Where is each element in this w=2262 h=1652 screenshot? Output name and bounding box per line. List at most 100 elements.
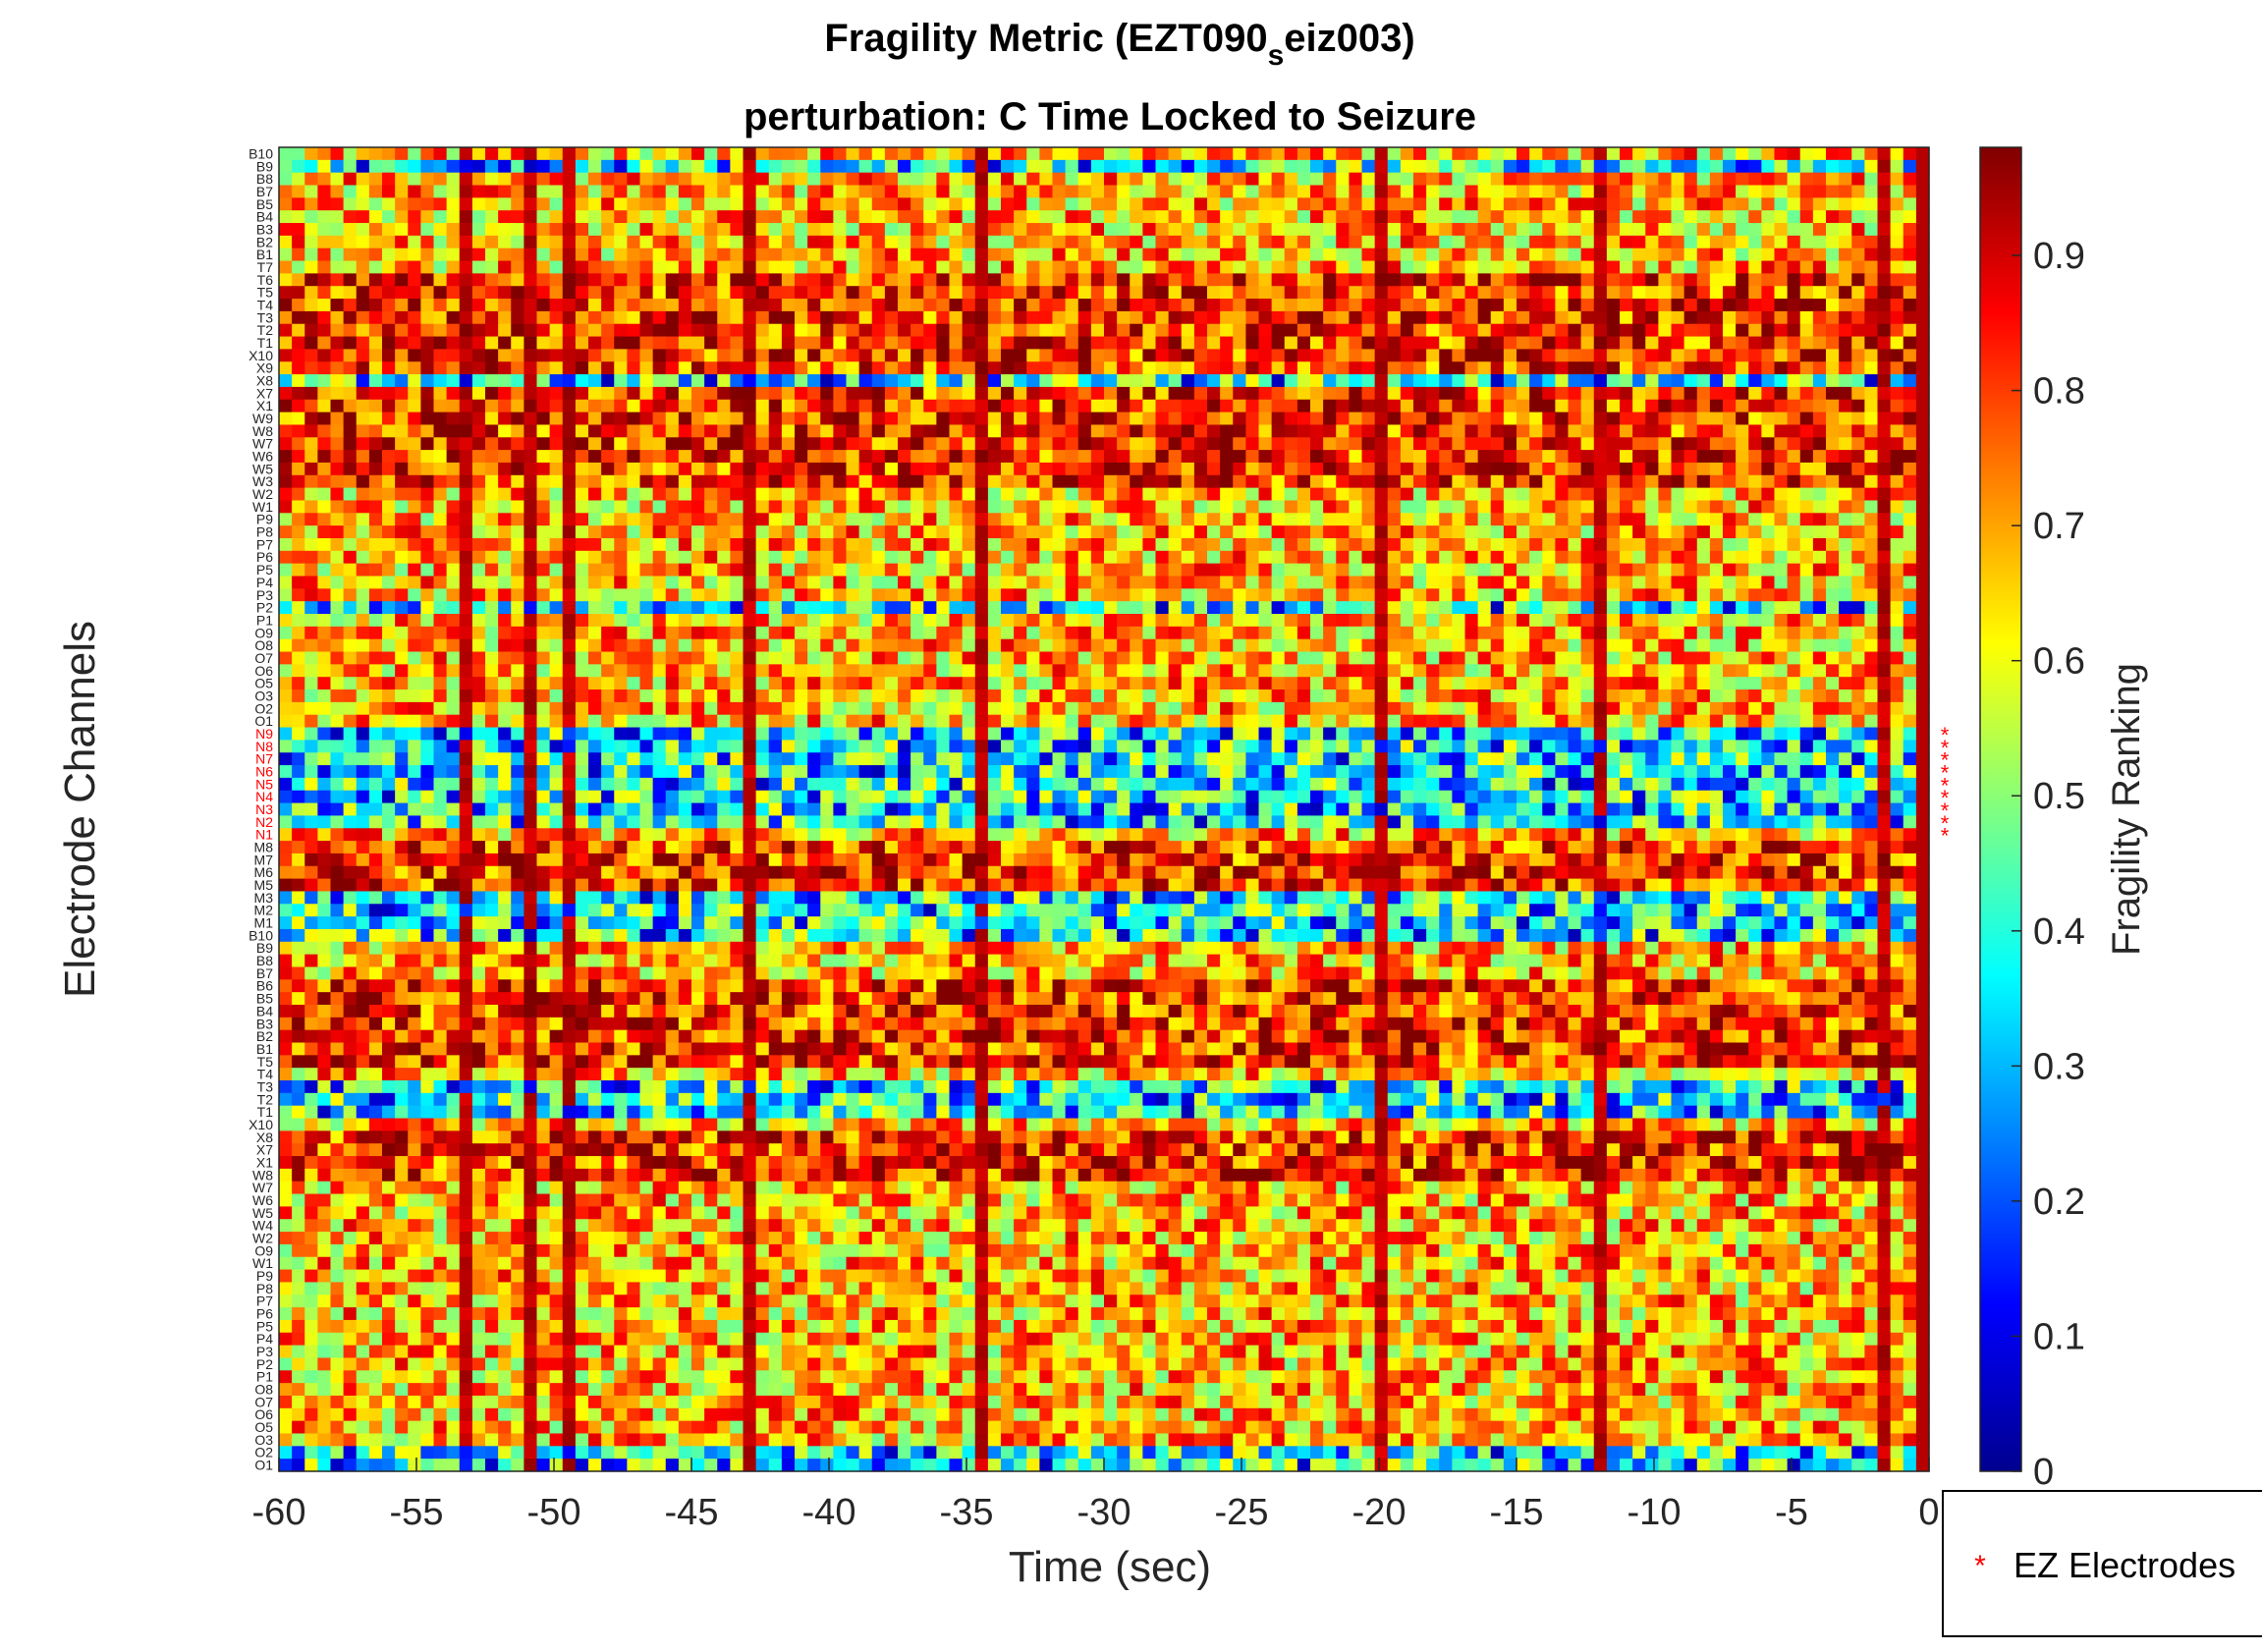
heatmap-cell <box>459 525 473 539</box>
heatmap-cell <box>898 248 911 262</box>
heatmap-cell <box>807 286 821 300</box>
heatmap-cell <box>1683 513 1698 526</box>
heatmap-cell <box>1361 361 1376 375</box>
heatmap-cell <box>1890 248 1904 262</box>
heatmap-cell <box>820 310 834 325</box>
heatmap-cell <box>614 310 628 325</box>
heatmap-cell <box>1709 185 1724 198</box>
heatmap-cell <box>987 159 1002 174</box>
heatmap-cell <box>1517 248 1530 262</box>
heatmap-cell <box>1620 361 1633 375</box>
heatmap-cell <box>1026 399 1040 413</box>
heatmap-cell <box>1155 386 1170 401</box>
heatmap-cell <box>1503 172 1517 187</box>
heatmap-cell <box>1387 450 1402 464</box>
heatmap-cell <box>1233 210 1246 224</box>
heatmap-cell <box>317 500 332 514</box>
heatmap-cell <box>1915 286 1930 300</box>
chart-subtitle: perturbation: C Time Locked to Seizure <box>744 95 1476 138</box>
heatmap-cell <box>1297 500 1311 514</box>
heatmap-cell <box>1026 563 1040 578</box>
heatmap-cell <box>652 614 667 628</box>
heatmap-cell <box>1774 450 1789 464</box>
heatmap-cell <box>1193 336 1208 351</box>
heatmap-cell <box>1645 537 1659 552</box>
heatmap-cell <box>1336 147 1350 161</box>
heatmap-cell <box>1207 386 1221 401</box>
heatmap-cell <box>627 374 641 388</box>
heatmap-cell <box>1568 248 1582 262</box>
heatmap-cell <box>382 412 396 426</box>
heatmap-cell <box>1799 513 1814 526</box>
heatmap-cell <box>317 601 332 615</box>
heatmap-cell <box>1284 588 1298 602</box>
heatmap-cell <box>471 185 486 198</box>
heatmap-cell <box>459 197 473 211</box>
heatmap-cell <box>639 374 654 388</box>
heatmap-cell <box>1812 537 1827 552</box>
heatmap-cell <box>898 159 911 174</box>
heatmap-cell <box>691 248 705 262</box>
heatmap-cell <box>1361 374 1376 388</box>
heatmap-cell <box>1490 588 1505 602</box>
heatmap-cell <box>1001 412 1015 426</box>
heatmap-cell <box>1851 361 1865 375</box>
heatmap-cell <box>1245 513 1260 526</box>
heatmap-cell <box>1683 310 1698 325</box>
heatmap-cell <box>1220 172 1234 187</box>
heatmap-cell <box>1181 260 1195 274</box>
heatmap-cell <box>498 310 512 325</box>
heatmap-cell <box>304 487 318 502</box>
heatmap-cell <box>1104 500 1118 514</box>
heatmap-cell <box>343 386 358 401</box>
heatmap-cell <box>898 336 911 351</box>
heatmap-cell <box>1323 537 1337 552</box>
heatmap-cell <box>1890 374 1904 388</box>
heatmap-cell <box>1271 159 1286 174</box>
heatmap-cell <box>292 235 305 249</box>
heatmap-cell <box>1542 614 1556 628</box>
heatmap-cell <box>1864 310 1879 325</box>
heatmap-cell <box>858 412 873 426</box>
heatmap-cell <box>781 197 796 211</box>
heatmap-cell <box>368 349 383 362</box>
heatmap-cell <box>1220 349 1234 362</box>
heatmap-cell <box>1323 172 1337 187</box>
heatmap-cell <box>962 223 976 237</box>
heatmap-cell <box>1245 374 1260 388</box>
heatmap-cell <box>974 210 989 224</box>
heatmap-cell <box>1233 525 1246 539</box>
heatmap-cell <box>1168 361 1183 375</box>
heatmap-cell <box>1748 310 1762 325</box>
heatmap-cell <box>395 310 409 325</box>
heatmap-cell <box>652 299 667 312</box>
heatmap-cell <box>1336 159 1350 174</box>
heatmap-cell <box>1864 474 1879 489</box>
heatmap-cell <box>614 159 628 174</box>
heatmap-cell <box>1323 576 1337 589</box>
heatmap-cell <box>1580 537 1595 552</box>
heatmap-cell <box>1258 223 1273 237</box>
heatmap-cell <box>1271 474 1286 489</box>
heatmap-cell <box>1452 299 1466 312</box>
heatmap-cell <box>1517 487 1530 502</box>
heatmap-cell <box>1593 537 1608 552</box>
heatmap-cell <box>524 399 538 413</box>
heatmap-cell <box>1413 500 1427 514</box>
heatmap-cell <box>884 437 899 451</box>
heatmap-cell <box>1671 336 1685 351</box>
heatmap-cell <box>1671 210 1685 224</box>
heatmap-cell <box>446 386 461 401</box>
heatmap-cell <box>1193 172 1208 187</box>
heatmap-cell <box>1349 487 1363 502</box>
heatmap-cell <box>1361 159 1376 174</box>
heatmap-cell <box>1052 159 1067 174</box>
heatmap-cell <box>1799 374 1814 388</box>
heatmap-cell <box>1310 197 1324 211</box>
heatmap-cell <box>356 210 370 224</box>
heatmap-cell <box>1439 185 1453 198</box>
heatmap-cell <box>1683 286 1698 300</box>
heatmap-cell <box>1761 147 1776 161</box>
heatmap-cell <box>1477 197 1492 211</box>
heatmap-cell <box>807 462 821 476</box>
